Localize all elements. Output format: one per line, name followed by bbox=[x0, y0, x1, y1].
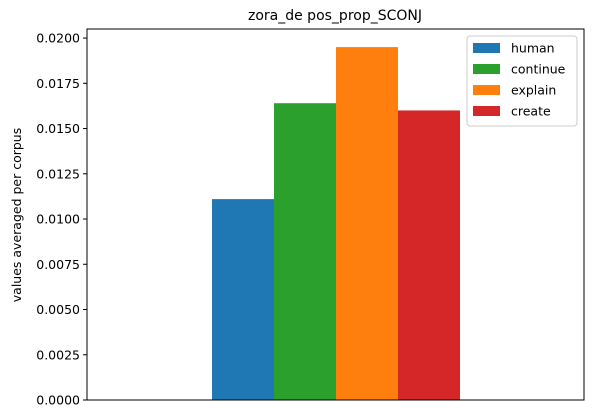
y-tick-label: 0.0175 bbox=[36, 76, 80, 91]
y-tick-label: 0.0025 bbox=[36, 347, 80, 362]
bars-group bbox=[212, 47, 460, 400]
y-tick-label: 0.0150 bbox=[36, 121, 80, 136]
y-tick-label: 0.0075 bbox=[36, 257, 80, 272]
plot-frame bbox=[86, 28, 585, 401]
y-axis: 0.0000 0.0025 0.0050 0.0075 0.0100 0.0125 0.01… bbox=[36, 31, 87, 408]
legend-swatch-continue bbox=[473, 64, 500, 74]
legend-swatch-human bbox=[473, 43, 500, 53]
y-tick-label: 0.0125 bbox=[36, 166, 80, 181]
legend-box bbox=[466, 35, 578, 127]
legend-swatch-create bbox=[473, 106, 500, 116]
y-tick-label: 0.0000 bbox=[36, 393, 80, 408]
legend-label-explain: explain bbox=[511, 83, 556, 98]
y-axis-label: values averaged per corpus bbox=[9, 128, 24, 302]
legend-swatch-explain bbox=[473, 85, 500, 95]
y-tick-label: 0.0050 bbox=[36, 302, 80, 317]
chart-title: zora_de pos_prop_SCONJ bbox=[248, 8, 422, 24]
legend-label-human: human bbox=[511, 41, 555, 56]
y-tick-label: 0.0100 bbox=[36, 212, 80, 227]
y-tick-label: 0.0200 bbox=[36, 31, 80, 46]
bar-explain bbox=[336, 47, 398, 400]
bar-continue bbox=[274, 103, 336, 400]
legend-label-create: create bbox=[511, 104, 551, 119]
bar-human bbox=[212, 199, 274, 400]
legend: human continue explain create bbox=[466, 35, 578, 127]
legend-label-continue: continue bbox=[511, 62, 566, 77]
bar-create bbox=[398, 110, 460, 400]
